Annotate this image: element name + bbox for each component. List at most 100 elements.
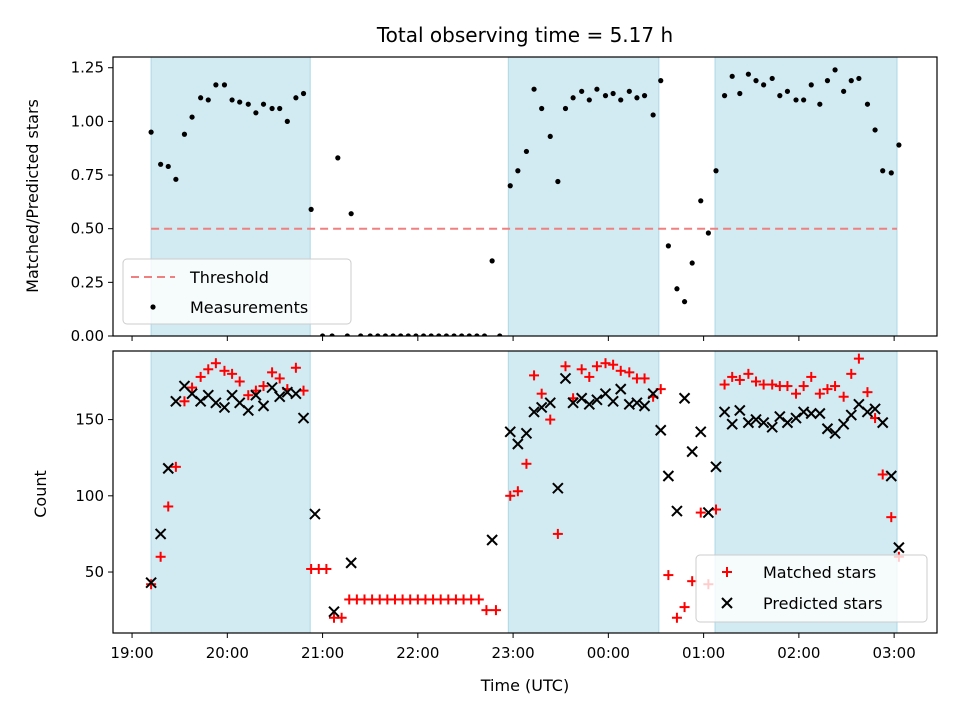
measurements-point <box>801 97 807 103</box>
predicted-stars-point <box>345 557 357 569</box>
predicted-stars-point-b <box>686 445 698 458</box>
measurements-point <box>205 97 211 103</box>
predicted-stars-point-b <box>583 398 596 411</box>
measurements-point <box>443 333 450 336</box>
measurements-point <box>507 183 513 189</box>
measurements-point <box>618 97 624 103</box>
measurements-point <box>148 129 154 135</box>
predicted-stars-point-b <box>615 383 627 395</box>
x-tick-label: 01:00 <box>682 644 725 662</box>
matched-stars-point <box>155 551 166 562</box>
matched-stars-point <box>758 379 769 390</box>
predicted-stars-point <box>655 424 667 436</box>
predicted-stars-point-b <box>678 392 691 404</box>
measurements-point <box>375 333 381 336</box>
measurements-point <box>293 95 299 101</box>
predicted-stars-point <box>726 418 738 430</box>
measurements-point <box>436 333 442 336</box>
measurements-point <box>737 90 743 97</box>
measurements-point <box>420 333 427 336</box>
measurements-point <box>674 286 680 292</box>
legend-matched-stars-swatch <box>722 567 732 577</box>
counts-panel-frame <box>112 350 938 634</box>
matched-stars-point <box>798 381 809 392</box>
predicted-stars-point-b <box>328 605 340 618</box>
predicted-stars-point-b <box>178 380 191 392</box>
measurements-point <box>481 333 488 336</box>
predicted-stars-point-b <box>194 395 207 408</box>
matched-stars-point <box>719 379 730 390</box>
top-legend-box <box>122 258 352 325</box>
predicted-stars-point-b <box>544 397 556 409</box>
measurements-point <box>832 67 838 73</box>
x-tick-label: 22:00 <box>396 644 439 662</box>
predicted-stars-point <box>559 372 572 385</box>
predicted-stars-point-b <box>734 404 746 417</box>
ratio-panel-frame <box>112 56 938 337</box>
measurements-point <box>382 333 389 336</box>
matched-stars-point <box>814 388 825 399</box>
measurements-point <box>158 161 164 167</box>
measurements-point <box>344 333 350 336</box>
predicted-stars-point-b <box>567 397 579 409</box>
matched-stars-point <box>505 490 516 501</box>
matched-stars-point <box>877 469 888 480</box>
predicted-stars-point <box>702 506 715 519</box>
matched-stars-point <box>170 461 181 472</box>
measurements-point <box>808 82 814 88</box>
predicted-stars-point-b <box>861 406 874 418</box>
predicted-stars-point <box>885 470 897 482</box>
measurements-point <box>689 260 695 266</box>
predicted-stars-point-b <box>210 397 222 409</box>
predicted-stars-point-b <box>257 400 270 412</box>
measurements-point <box>570 95 576 101</box>
predicted-stars-point <box>837 418 850 430</box>
predicted-stars-point <box>218 401 231 414</box>
measurements-point <box>459 333 465 336</box>
predicted-stars-point-b <box>814 407 826 420</box>
predicted-stars-point-b <box>575 392 588 404</box>
measurements-point <box>562 105 569 112</box>
predicted-stars-point-b <box>655 424 667 436</box>
predicted-stars-point <box>845 409 857 421</box>
predicted-stars-point-b <box>623 398 636 411</box>
predicted-stars-point <box>734 404 746 417</box>
matched-stars-point <box>219 365 230 376</box>
x-tick-label: 02:00 <box>777 644 820 662</box>
matched-stars-point <box>490 605 501 616</box>
matched-stars-point <box>274 373 285 384</box>
predicted-stars-point-b <box>638 400 651 412</box>
chart-title: Total observing time = 5.17 h <box>376 23 673 47</box>
top-legend: Threshold Measurements <box>122 258 352 325</box>
measurements-point <box>721 93 728 99</box>
predicted-stars-point-b <box>290 387 302 400</box>
bottom-legend-box <box>695 554 928 623</box>
predicted-stars-point <box>575 392 588 404</box>
predicted-stars-point <box>750 413 762 426</box>
predicted-stars-point-b <box>726 418 738 430</box>
measurements-point <box>539 105 545 112</box>
measurements-point <box>641 93 648 99</box>
matched-stars-point <box>639 373 650 384</box>
measurements-point <box>300 90 307 97</box>
predicted-stars-point-b <box>309 508 321 520</box>
legend-measurements-label: Measurements <box>190 298 308 317</box>
predicted-stars-point <box>766 421 778 433</box>
matched-stars-point <box>290 362 301 373</box>
predicted-stars-point <box>686 445 698 458</box>
matched-stars-point <box>886 512 897 523</box>
predicted-stars-point <box>210 397 222 409</box>
legend-matched-stars-label: Matched stars <box>763 563 876 582</box>
matched-stars-point <box>560 361 571 372</box>
x-tick-label: 19:00 <box>110 644 153 662</box>
predicted-stars-point-b <box>710 461 722 473</box>
measurements-point <box>650 112 656 118</box>
counts-panel-y-tick-label: 150 <box>75 411 104 429</box>
predicted-stars-point-b <box>774 410 786 423</box>
predicted-stars-point <box>535 401 548 414</box>
predicted-stars-point-b <box>805 407 817 420</box>
matched-stars-point <box>243 390 254 401</box>
predicted-stars-point-b <box>273 391 286 403</box>
predicted-stars-point-b <box>766 421 778 433</box>
